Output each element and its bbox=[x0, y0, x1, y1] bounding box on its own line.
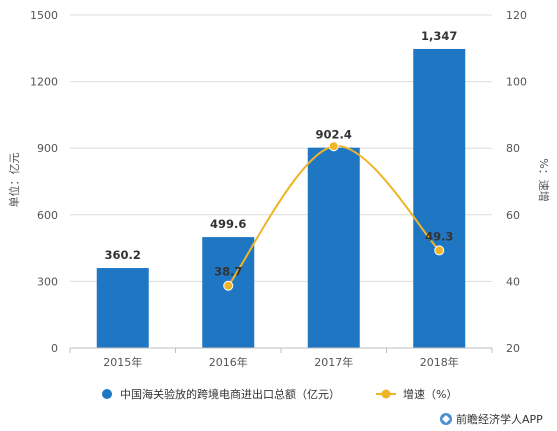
y2-tick-label: 80 bbox=[506, 142, 520, 155]
y-tick-label: 600 bbox=[37, 209, 58, 222]
y2-axis-title: %：速增 bbox=[537, 158, 551, 201]
data-labels: 360.2 499.6 902.4 1,347 38.7 49.3 bbox=[105, 29, 458, 279]
legend-bar-label: 中国海关验放的跨境电商进出口总额（亿元） bbox=[120, 387, 340, 401]
growth-point bbox=[434, 245, 445, 256]
bar-value-label: 499.6 bbox=[210, 217, 246, 231]
bar bbox=[307, 147, 360, 348]
bar-value-label: 1,347 bbox=[421, 29, 457, 43]
legend-line-marker bbox=[381, 389, 391, 399]
y2-tick-label: 60 bbox=[506, 209, 520, 222]
growth-value-label: 38.7 bbox=[214, 265, 242, 279]
y-tick-label: 900 bbox=[37, 142, 58, 155]
y2-tick-label: 100 bbox=[506, 76, 527, 89]
y-axis-right: 20 40 60 80 100 120 bbox=[506, 9, 527, 355]
bar-series bbox=[96, 48, 466, 348]
growth-point bbox=[328, 141, 339, 152]
growth-point bbox=[223, 280, 234, 291]
y2-tick-label: 40 bbox=[506, 275, 520, 288]
x-tick-label: 2016年 bbox=[209, 355, 248, 369]
x-axis: 2015年 2016年 2017年 2018年 bbox=[69, 347, 493, 369]
growth-value-label: 49.3 bbox=[425, 229, 453, 243]
y2-tick-label: 20 bbox=[506, 342, 520, 355]
y-axis-left: 0 300 600 900 1200 1500 bbox=[30, 9, 58, 355]
x-tick-label: 2017年 bbox=[314, 355, 353, 369]
y-tick-label: 1500 bbox=[30, 9, 58, 22]
source-logo: 前瞻经济学人APP bbox=[440, 412, 543, 426]
legend: 中国海关验放的跨境电商进出口总额（亿元） 增速（%） bbox=[102, 387, 457, 401]
legend-line-label: 增速（%） bbox=[403, 387, 457, 401]
source-text: 前瞻经济学人APP bbox=[456, 412, 543, 426]
legend-bar-marker bbox=[102, 389, 112, 399]
y-tick-label: 0 bbox=[51, 342, 58, 355]
y2-tick-label: 120 bbox=[506, 9, 527, 22]
bar-value-label: 360.2 bbox=[105, 248, 141, 262]
bar bbox=[96, 268, 149, 348]
y-tick-label: 300 bbox=[37, 275, 58, 288]
bar bbox=[413, 48, 466, 348]
x-tick-label: 2015年 bbox=[103, 355, 142, 369]
bar-value-label: 902.4 bbox=[316, 128, 352, 142]
y-axis-title: 单位：亿元 bbox=[7, 153, 21, 208]
x-tick-label: 2018年 bbox=[420, 355, 459, 369]
y-tick-label: 1200 bbox=[30, 76, 58, 89]
bar bbox=[202, 237, 255, 348]
line-series bbox=[223, 141, 445, 291]
